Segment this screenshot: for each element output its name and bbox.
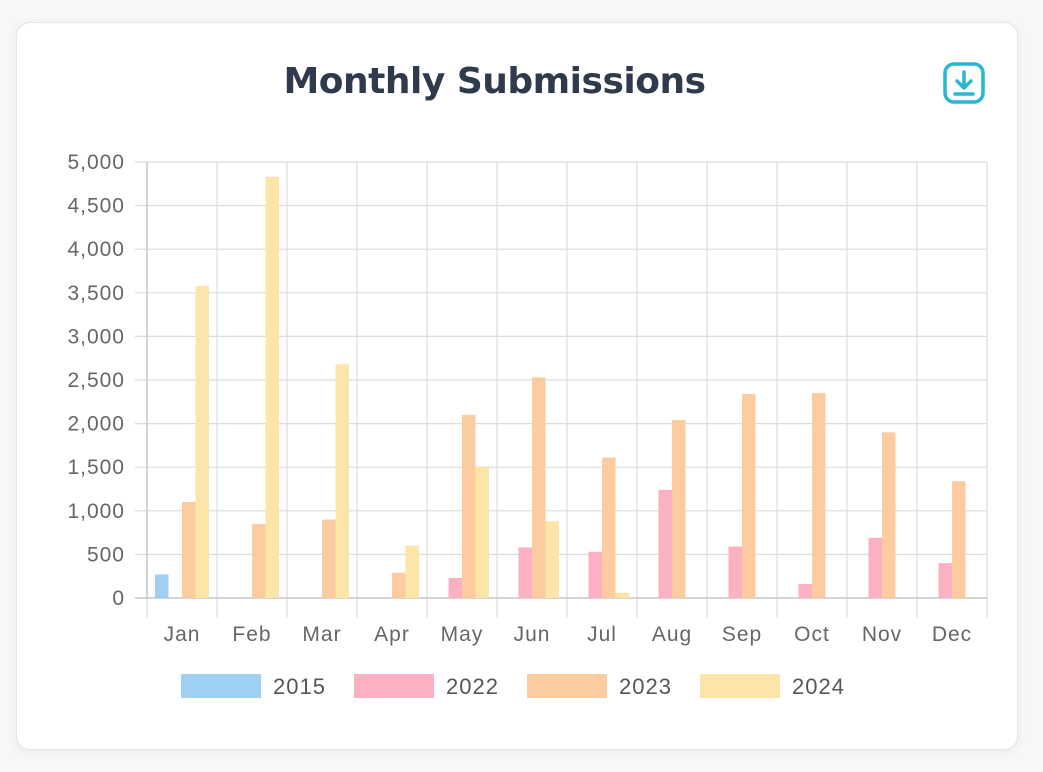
y-tick-label: 2,500 <box>67 369 125 392</box>
bar-2022-dec <box>938 563 952 598</box>
x-tick-label: Apr <box>374 623 410 646</box>
legend-label-2023: 2023 <box>619 674 672 699</box>
x-tick-label: May <box>441 623 484 646</box>
bar-2023-jul <box>602 457 616 598</box>
chart-card: Monthly Submissions <box>16 22 1018 750</box>
x-tick-label: Dec <box>932 623 972 646</box>
chart-title: Monthly Submissions <box>283 61 706 102</box>
legend-swatch-2023 <box>527 674 607 698</box>
x-tick-label: Aug <box>652 623 692 646</box>
download-icon <box>943 62 985 104</box>
legend-label-2015: 2015 <box>273 674 326 699</box>
bar-2023-feb <box>252 523 266 598</box>
bar-2024-jun <box>545 521 559 598</box>
bar-2023-jun <box>532 377 546 598</box>
x-tick-label: Oct <box>794 623 830 646</box>
bar-2022-may <box>448 577 462 598</box>
y-tick-label: 0 <box>112 587 125 610</box>
legend-label-2022: 2022 <box>446 674 499 699</box>
bar-2024-mar <box>335 364 349 598</box>
bar-2024-jan <box>195 285 209 598</box>
bar-2023-aug <box>672 420 686 598</box>
legend-label-2024: 2024 <box>792 674 845 699</box>
bar-2022-jul <box>588 551 602 598</box>
x-tick-label: Nov <box>862 623 902 646</box>
bar-2023-mar <box>322 519 336 598</box>
bar-2022-jun <box>518 547 532 598</box>
y-tick-label: 3,000 <box>67 325 125 348</box>
x-tick-label: Jun <box>514 623 551 646</box>
bar-2022-sep <box>728 546 742 598</box>
bar-2022-nov <box>868 537 882 598</box>
bar-2023-apr <box>392 572 406 598</box>
y-tick-label: 2,000 <box>67 413 125 436</box>
legend-swatch-2022 <box>354 674 434 698</box>
y-tick-label: 4,000 <box>67 238 125 261</box>
bar-2023-jan <box>182 502 196 598</box>
y-tick-label: 5,000 <box>67 151 125 174</box>
bar-2024-jul <box>615 592 629 598</box>
x-tick-label: Feb <box>232 623 271 646</box>
x-tick-label: Mar <box>302 623 341 646</box>
bar-2023-nov <box>882 432 896 598</box>
bar-2022-oct <box>798 584 812 598</box>
x-tick-label: Jul <box>587 623 617 646</box>
x-tick-label: Jan <box>164 623 201 646</box>
y-tick-label: 1,500 <box>67 456 125 479</box>
y-tick-label: 4,500 <box>67 195 125 218</box>
bar-2023-dec <box>952 481 966 598</box>
y-tick-label: 500 <box>87 543 125 566</box>
bar-2024-apr <box>405 545 419 598</box>
download-button[interactable] <box>942 61 986 105</box>
bar-2023-may <box>462 414 476 598</box>
bar-2022-aug <box>658 489 672 598</box>
legend-swatch-2015 <box>181 674 261 698</box>
bar-2023-oct <box>812 393 826 598</box>
y-tick-label: 1,000 <box>67 500 125 523</box>
bar-2015-jan <box>155 574 169 598</box>
bar-2023-sep <box>742 393 756 598</box>
legend-swatch-2024 <box>700 674 780 698</box>
bar-2024-feb <box>265 176 279 598</box>
y-tick-label: 3,500 <box>67 282 125 305</box>
bar-2024-may <box>475 466 489 598</box>
x-tick-label: Sep <box>722 623 762 646</box>
